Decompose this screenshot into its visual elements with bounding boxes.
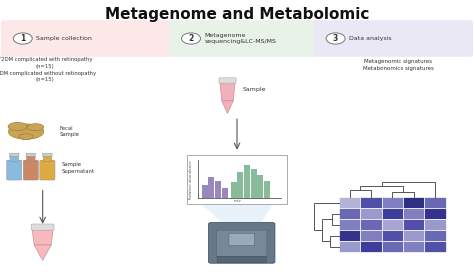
FancyBboxPatch shape: [40, 160, 55, 180]
Ellipse shape: [9, 124, 44, 139]
FancyBboxPatch shape: [43, 153, 52, 157]
Bar: [403, 208, 424, 219]
Bar: [424, 197, 446, 208]
Bar: [251, 169, 256, 198]
Bar: [424, 208, 446, 219]
FancyBboxPatch shape: [169, 20, 317, 57]
Bar: [360, 241, 382, 252]
Circle shape: [182, 33, 201, 44]
Bar: [403, 219, 424, 230]
Bar: [382, 197, 403, 208]
Bar: [382, 208, 403, 219]
Bar: [209, 178, 214, 198]
Bar: [403, 230, 424, 241]
Text: Sample collection: Sample collection: [36, 36, 92, 41]
Bar: [215, 181, 221, 198]
Bar: [187, 155, 287, 204]
Text: T2DM complicated with retinopathy
(n=15)
T2DM complicated without retinopathy
(n: T2DM complicated with retinopathy (n=15)…: [0, 57, 97, 82]
Text: Metagenome
sequencing&LC-MS/MS: Metagenome sequencing&LC-MS/MS: [204, 33, 276, 44]
FancyBboxPatch shape: [26, 153, 36, 157]
FancyBboxPatch shape: [217, 230, 267, 257]
Ellipse shape: [8, 122, 27, 131]
FancyBboxPatch shape: [219, 78, 236, 83]
Bar: [231, 182, 237, 198]
Circle shape: [326, 33, 345, 44]
FancyBboxPatch shape: [1, 20, 172, 57]
Bar: [382, 230, 403, 241]
Text: Metagenomic signatures
Metabonomics signatures: Metagenomic signatures Metabonomics sign…: [363, 59, 434, 71]
FancyBboxPatch shape: [43, 155, 52, 162]
FancyBboxPatch shape: [31, 224, 54, 230]
Polygon shape: [201, 204, 273, 223]
Bar: [244, 165, 250, 198]
Text: 3: 3: [333, 34, 338, 43]
Ellipse shape: [19, 134, 33, 139]
Text: Data analysis: Data analysis: [349, 36, 392, 41]
Bar: [257, 175, 263, 198]
Bar: [339, 197, 360, 208]
Polygon shape: [32, 230, 53, 245]
Bar: [264, 181, 270, 198]
Polygon shape: [220, 83, 235, 101]
FancyBboxPatch shape: [209, 223, 275, 263]
Text: m/z: m/z: [233, 199, 241, 203]
Text: Sample
Supernatant: Sample Supernatant: [62, 162, 95, 174]
Bar: [424, 219, 446, 230]
Bar: [382, 241, 403, 252]
Bar: [202, 185, 208, 198]
FancyBboxPatch shape: [9, 153, 19, 157]
Bar: [360, 219, 382, 230]
FancyBboxPatch shape: [7, 160, 22, 180]
Ellipse shape: [27, 123, 44, 130]
Bar: [382, 219, 403, 230]
FancyBboxPatch shape: [314, 20, 473, 57]
Bar: [360, 197, 382, 208]
Circle shape: [13, 33, 32, 44]
Bar: [237, 172, 243, 198]
Bar: [403, 241, 424, 252]
Bar: [339, 208, 360, 219]
Bar: [222, 188, 228, 198]
Bar: [403, 197, 424, 208]
Text: 2: 2: [188, 34, 194, 43]
Bar: [424, 230, 446, 241]
Polygon shape: [34, 245, 51, 260]
Polygon shape: [222, 101, 233, 113]
Text: Sample: Sample: [243, 87, 266, 92]
FancyBboxPatch shape: [27, 155, 35, 162]
FancyBboxPatch shape: [23, 160, 38, 180]
Text: Fecal
Sample: Fecal Sample: [59, 126, 79, 137]
FancyBboxPatch shape: [229, 233, 255, 246]
FancyBboxPatch shape: [217, 256, 266, 262]
Bar: [339, 219, 360, 230]
Bar: [339, 230, 360, 241]
Text: 1: 1: [20, 34, 26, 43]
Bar: [360, 230, 382, 241]
Bar: [424, 241, 446, 252]
Bar: [360, 208, 382, 219]
Text: Relative abundance: Relative abundance: [189, 161, 192, 199]
Text: Metagenome and Metabolomic: Metagenome and Metabolomic: [105, 7, 369, 22]
FancyBboxPatch shape: [10, 155, 18, 162]
Bar: [339, 241, 360, 252]
